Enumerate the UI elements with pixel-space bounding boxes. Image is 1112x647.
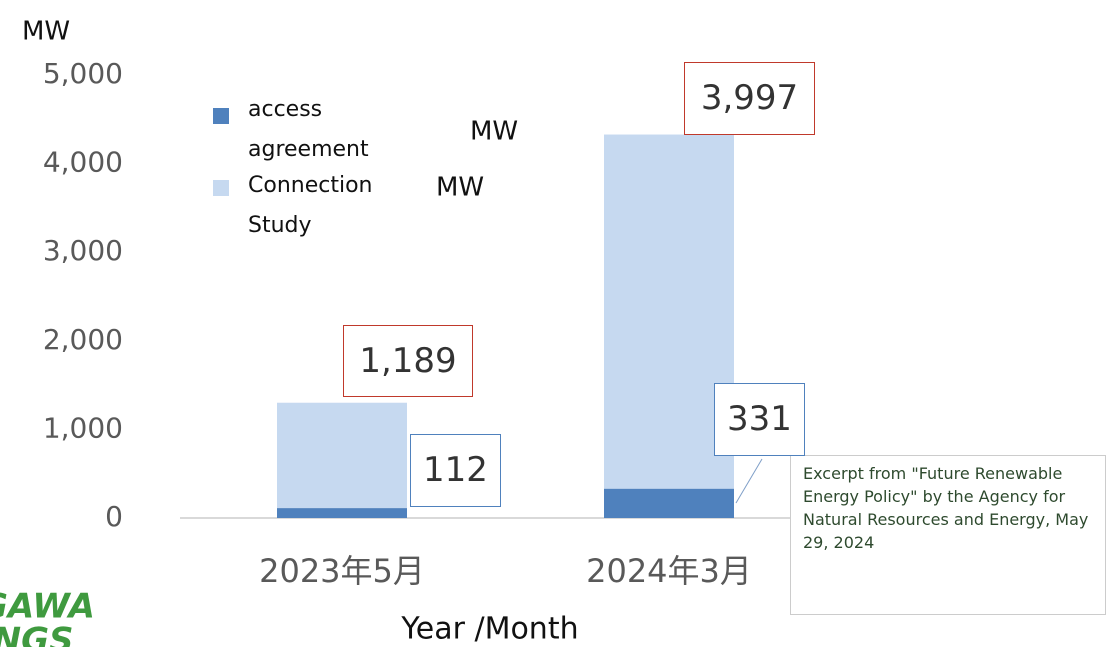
logo: GAWA (0, 587, 95, 627)
bar-segment (604, 134, 734, 489)
legend-label: Connection Study (248, 173, 373, 238)
logo: INGS (0, 621, 74, 647)
y-axis-label: MW (22, 17, 70, 47)
x-tick-label: 2023年5月 (259, 552, 425, 590)
legend-unit: MW (436, 173, 484, 203)
legend-swatch (213, 108, 229, 124)
y-tick-label: 0 (105, 500, 123, 533)
bar-segment (604, 488, 734, 518)
legend-label: access agreement (248, 97, 369, 162)
data-label: 331 (714, 383, 805, 456)
data-label: 112 (410, 434, 501, 507)
y-tick-label: 2,000 (43, 323, 123, 356)
x-axis-label: Year /Month (400, 612, 578, 647)
y-tick-label: 1,000 (43, 411, 123, 444)
bar-segment (277, 508, 407, 518)
y-tick-label: 5,000 (43, 57, 123, 90)
y-tick-label: 3,000 (43, 234, 123, 267)
legend-unit: MW (470, 117, 518, 147)
bar-segment (277, 402, 407, 509)
x-tick-label: 2024年3月 (586, 552, 752, 590)
note: Excerpt from "Future Renewable Energy Po… (790, 455, 1106, 615)
data-label: 3,997 (684, 62, 815, 135)
legend-swatch (213, 180, 229, 196)
data-label: 1,189 (343, 325, 473, 397)
connector (735, 458, 763, 504)
y-tick-label: 4,000 (43, 146, 123, 179)
